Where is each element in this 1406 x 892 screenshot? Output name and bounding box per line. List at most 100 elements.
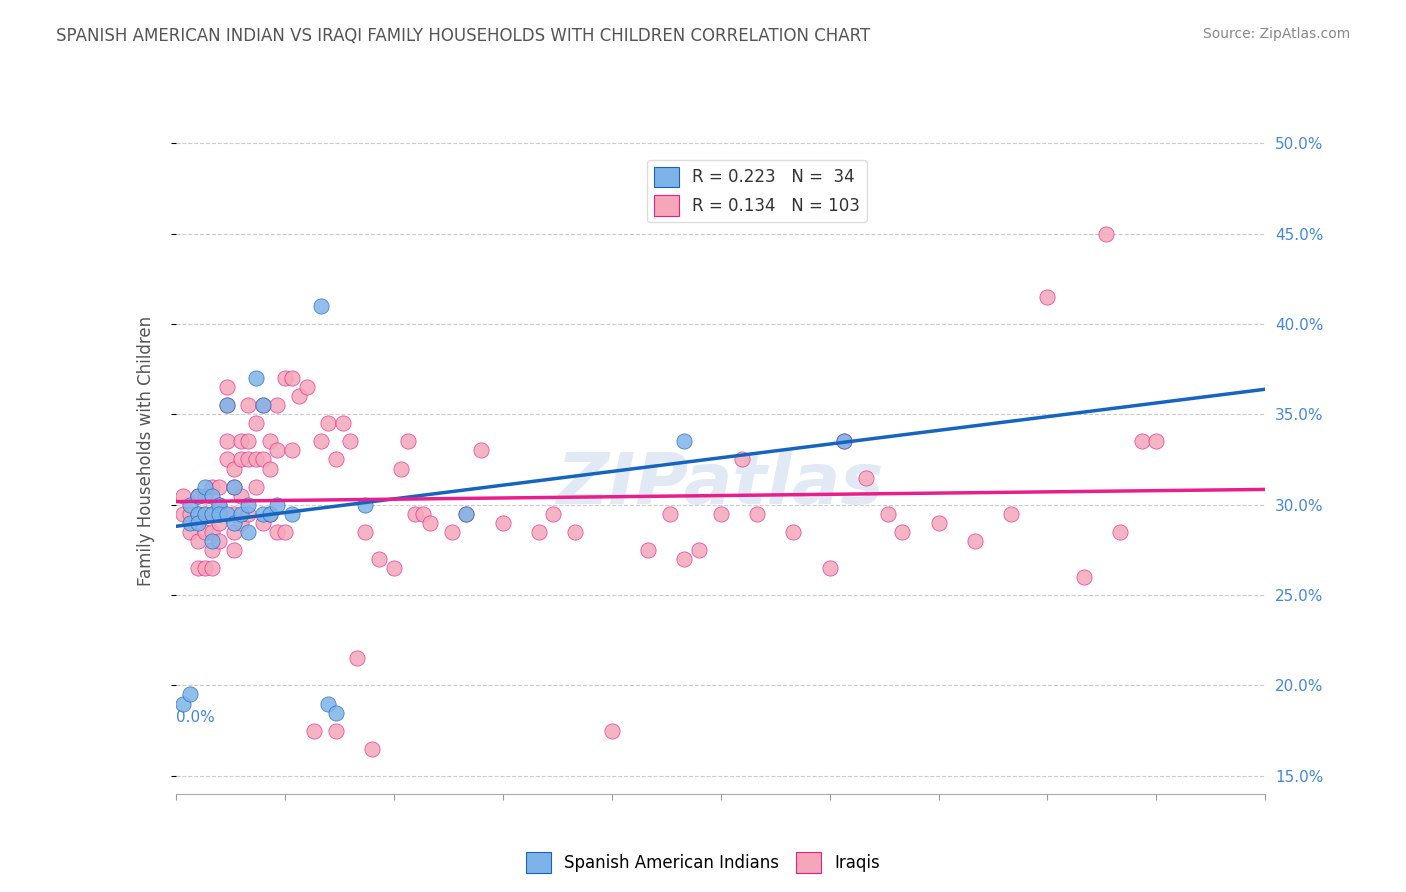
Point [325, 723, 347, 738]
Point [259, 507, 281, 521]
Point [832, 434, 855, 449]
Point [179, 507, 201, 521]
Point [238, 452, 260, 467]
Point [855, 470, 877, 484]
Point [179, 498, 201, 512]
Point [186, 489, 209, 503]
Point [222, 461, 245, 475]
Point [295, 380, 318, 394]
Point [201, 480, 224, 494]
Point [456, 507, 478, 521]
Point [245, 452, 267, 467]
Point [259, 461, 281, 475]
Point [564, 524, 586, 539]
Point [382, 561, 405, 575]
Point [231, 489, 253, 503]
Point [266, 398, 288, 412]
Point [194, 507, 217, 521]
Text: 0.0%: 0.0% [176, 710, 215, 725]
Point [673, 434, 696, 449]
Point [288, 389, 311, 403]
Point [325, 706, 347, 720]
Point [231, 452, 253, 467]
Point [222, 480, 245, 494]
Point [818, 561, 841, 575]
Point [215, 398, 238, 412]
Point [231, 434, 253, 449]
Point [245, 417, 267, 431]
Point [274, 371, 297, 385]
Point [527, 524, 550, 539]
Point [179, 688, 201, 702]
Point [215, 507, 238, 521]
Legend: Spanish American Indians, Iraqis: Spanish American Indians, Iraqis [519, 846, 887, 880]
Point [368, 552, 391, 566]
Point [201, 507, 224, 521]
Point [637, 542, 659, 557]
Point [201, 507, 224, 521]
Point [688, 542, 710, 557]
Point [222, 480, 245, 494]
Point [238, 498, 260, 512]
Point [1109, 524, 1132, 539]
Point [782, 524, 804, 539]
Point [208, 516, 231, 530]
Point [600, 723, 623, 738]
Point [172, 489, 194, 503]
Point [186, 561, 209, 575]
Point [238, 434, 260, 449]
Point [419, 516, 441, 530]
Point [346, 651, 368, 665]
Point [238, 507, 260, 521]
Point [710, 507, 733, 521]
Point [1130, 434, 1153, 449]
Point [259, 434, 281, 449]
Point [201, 533, 224, 548]
Point [876, 507, 898, 521]
Point [208, 533, 231, 548]
Point [252, 398, 274, 412]
Point [215, 434, 238, 449]
Point [179, 516, 201, 530]
Point [309, 434, 332, 449]
Point [194, 524, 217, 539]
Point [215, 380, 238, 394]
Point [186, 533, 209, 548]
Point [201, 542, 224, 557]
Point [252, 507, 274, 521]
Point [658, 507, 681, 521]
Y-axis label: Family Households with Children: Family Households with Children [136, 316, 155, 585]
Point [440, 524, 463, 539]
Point [172, 507, 194, 521]
Point [353, 524, 375, 539]
Point [1094, 227, 1116, 241]
Point [302, 723, 325, 738]
Point [194, 507, 217, 521]
Point [832, 434, 855, 449]
Point [492, 516, 515, 530]
Point [332, 417, 354, 431]
Point [231, 507, 253, 521]
Legend: R = 0.223   N =  34, R = 0.134   N = 103: R = 0.223 N = 34, R = 0.134 N = 103 [647, 160, 866, 222]
Point [222, 542, 245, 557]
Point [266, 524, 288, 539]
Point [172, 697, 194, 711]
Point [673, 552, 696, 566]
Point [179, 524, 201, 539]
Point [194, 480, 217, 494]
Point [245, 371, 267, 385]
Point [396, 434, 419, 449]
Text: Source: ZipAtlas.com: Source: ZipAtlas.com [1202, 27, 1350, 41]
Point [245, 480, 267, 494]
Point [252, 452, 274, 467]
Point [405, 507, 427, 521]
Point [1073, 570, 1095, 584]
Point [186, 507, 209, 521]
Point [963, 533, 986, 548]
Point [208, 480, 231, 494]
Text: SPANISH AMERICAN INDIAN VS IRAQI FAMILY HOUSEHOLDS WITH CHILDREN CORRELATION CHA: SPANISH AMERICAN INDIAN VS IRAQI FAMILY … [56, 27, 870, 45]
Point [231, 516, 253, 530]
Point [309, 299, 332, 313]
Point [201, 489, 224, 503]
Point [252, 516, 274, 530]
